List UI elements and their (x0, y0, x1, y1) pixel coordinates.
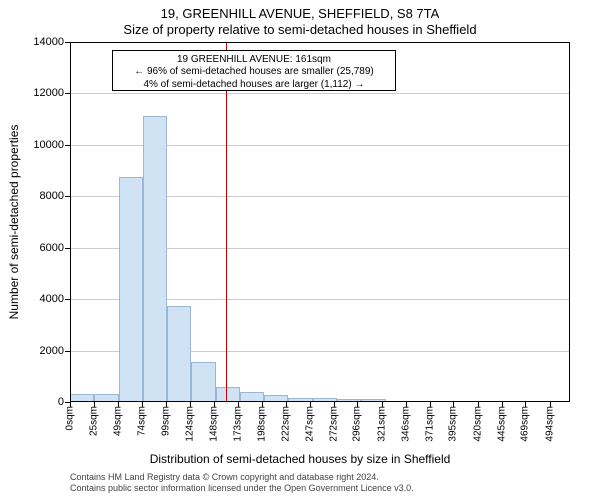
ytick-label: 0 (58, 396, 64, 408)
x-axis-label: Distribution of semi-detached houses by … (0, 452, 600, 466)
xtick-label: 247sqm (304, 406, 315, 442)
xtick-label: 0sqm (65, 406, 76, 430)
xtick-label: 74sqm (136, 406, 147, 436)
xtick-label: 371sqm (425, 406, 436, 442)
attribution-text: Contains HM Land Registry data © Crown c… (70, 472, 414, 495)
title-line-1: 19, GREENHILL AVENUE, SHEFFIELD, S8 7TA (0, 6, 600, 21)
xtick-label: 321sqm (376, 406, 387, 442)
histogram-plot: 19 GREENHILL AVENUE: 161sqm ← 96% of sem… (70, 42, 570, 402)
xtick-label: 148sqm (208, 406, 219, 442)
ytick-label: 14000 (33, 36, 64, 48)
attribution-line-1: Contains HM Land Registry data © Crown c… (70, 472, 414, 483)
xtick-label: 124sqm (185, 406, 196, 442)
xtick-label: 494sqm (544, 406, 555, 442)
attribution-line-2: Contains public sector information licen… (70, 483, 414, 494)
ytick-label: 6000 (40, 242, 64, 254)
ytick-label: 2000 (40, 345, 64, 357)
xtick-label: 346sqm (400, 406, 411, 442)
ytick-label: 8000 (40, 190, 64, 202)
xtick-label: 222sqm (280, 406, 291, 442)
title-line-2: Size of property relative to semi-detach… (0, 22, 600, 37)
xtick-label: 198sqm (257, 406, 268, 442)
xtick-label: 445sqm (497, 406, 508, 442)
xtick-label: 99sqm (161, 406, 172, 436)
xtick-label: 395sqm (448, 406, 459, 442)
xtick-label: 272sqm (329, 406, 340, 442)
xtick-label: 296sqm (352, 406, 363, 442)
xtick-label: 173sqm (232, 406, 243, 442)
xtick-label: 420sqm (472, 406, 483, 442)
ytick-label: 12000 (33, 87, 64, 99)
y-axis-label: Number of semi-detached properties (7, 125, 21, 320)
xtick-label: 49sqm (112, 406, 123, 436)
ytick-label: 10000 (33, 139, 64, 151)
plot-border (70, 42, 570, 402)
xtick-label: 25sqm (89, 406, 100, 436)
xtick-label: 469sqm (520, 406, 531, 442)
ytick-label: 4000 (40, 293, 64, 305)
